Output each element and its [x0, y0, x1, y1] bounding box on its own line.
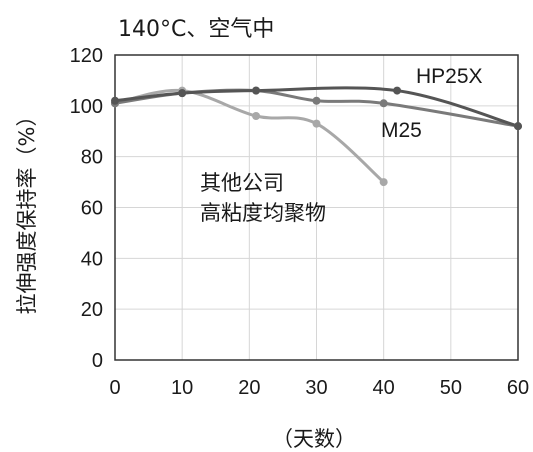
series-label-m25: M25: [381, 119, 422, 142]
y-tick-labels: 0 20 40 60 80 100 120: [70, 45, 103, 372]
series-label-hp25x: HP25X: [416, 65, 483, 88]
y-tick-label: 0: [92, 350, 103, 372]
x-tick-labels: 0 10 20 30 40 50 60: [109, 377, 529, 399]
series-point-0: [514, 122, 522, 131]
x-tick-label: 60: [507, 377, 529, 399]
x-tick-label: 30: [305, 377, 327, 399]
chart-title: 140°C、空气中: [118, 17, 274, 42]
x-axis-label: （天数）: [272, 427, 356, 451]
series-point-2: [379, 178, 388, 187]
y-tick-label: 60: [81, 198, 103, 220]
y-axis-label: 拉伸强度保持率（%）: [15, 106, 39, 315]
series-point-1: [312, 96, 321, 105]
y-tick-label: 80: [81, 147, 103, 169]
series-point-2: [312, 119, 321, 128]
annotation-line-1: 其他公司: [200, 171, 284, 195]
annotation-line-2: 高粘度均聚物: [200, 201, 326, 225]
series-point-2: [252, 112, 261, 120]
plot-frame: [114, 54, 519, 361]
x-tick-label: 0: [109, 377, 120, 399]
series-line-0: [113, 86, 520, 128]
x-tick-label: 20: [238, 377, 260, 399]
y-tick-label: 40: [81, 248, 103, 270]
series-point-1: [379, 99, 388, 108]
series-point-0: [111, 96, 119, 105]
y-tick-label: 20: [81, 299, 103, 321]
x-tick-label: 50: [440, 377, 462, 399]
y-tick-label: 100: [70, 96, 103, 118]
series-point-0: [252, 86, 261, 95]
x-tick-label: 10: [171, 377, 193, 399]
y-tick-label: 120: [70, 45, 103, 67]
series-point-0: [393, 86, 402, 95]
x-tick-label: 40: [373, 377, 395, 399]
series-points: [111, 86, 522, 187]
series-point-0: [178, 89, 187, 98]
